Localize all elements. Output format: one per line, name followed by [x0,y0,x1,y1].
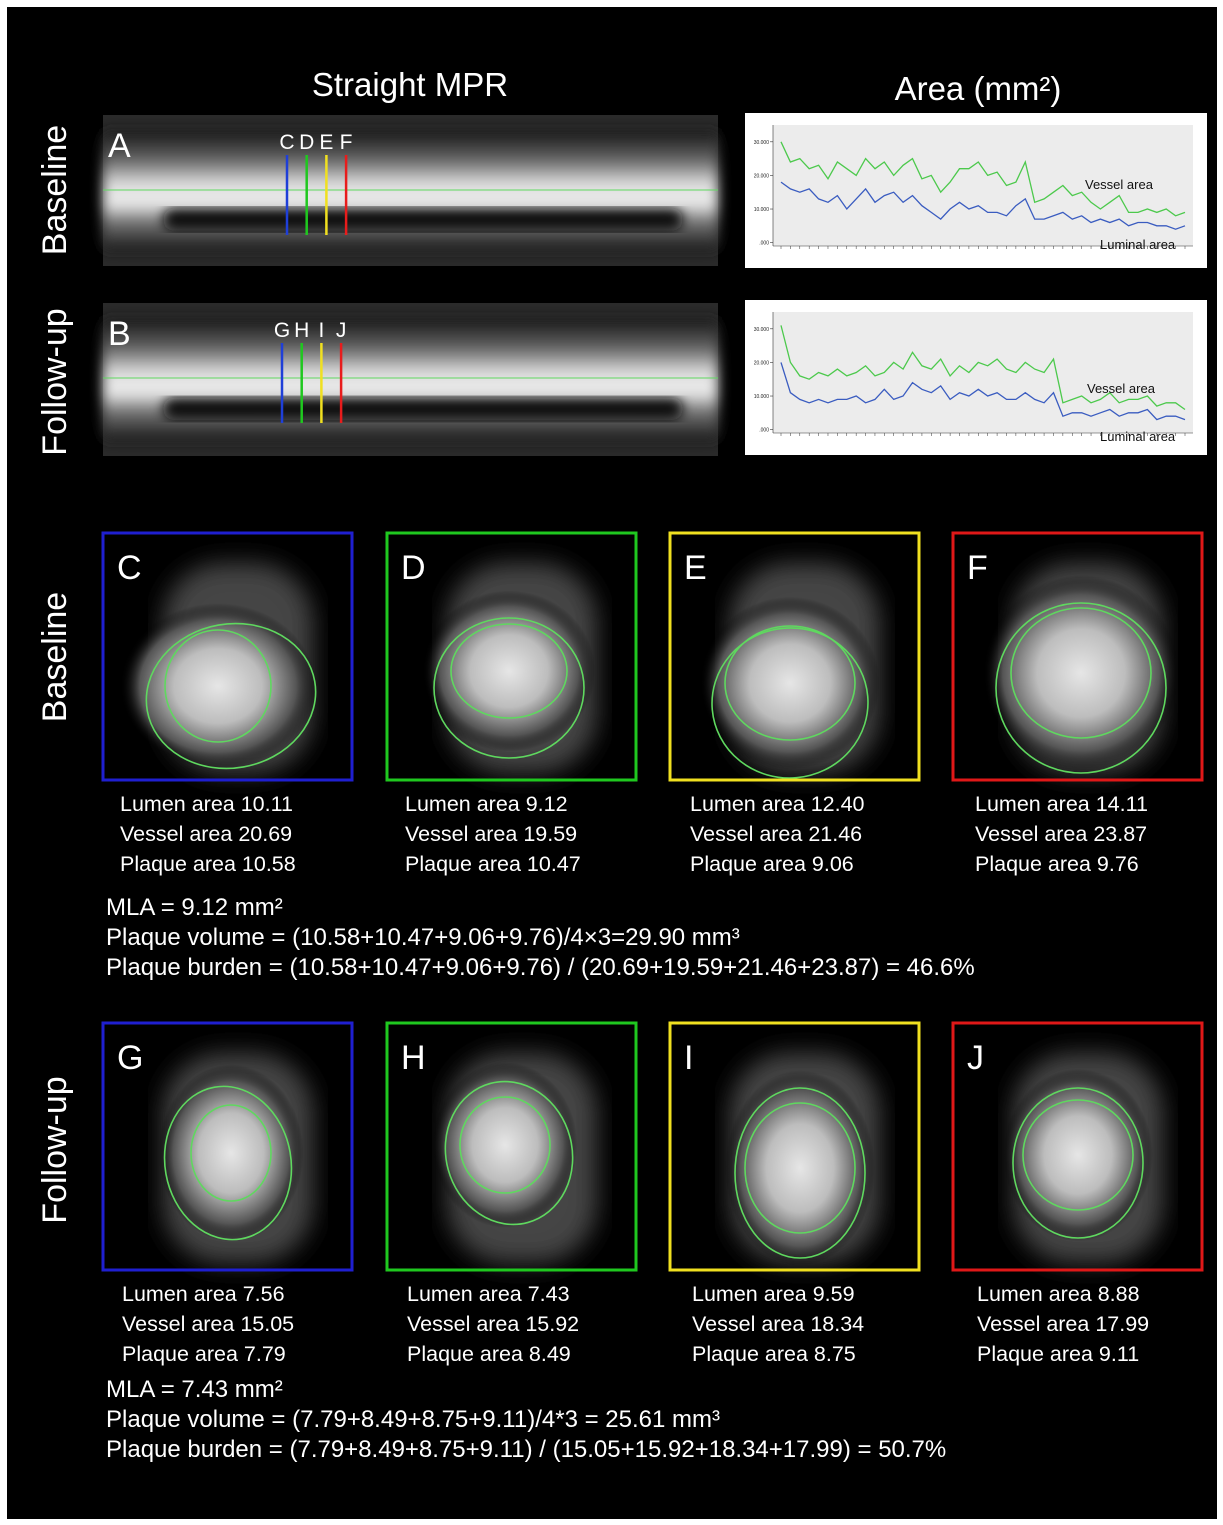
y-tick-label: 20.000 [754,360,770,366]
dark-lobe [163,209,683,231]
marker-label: I [318,319,324,342]
measurement: Plaque area 10.58 [120,852,296,876]
cross-section-image [1003,1053,1163,1263]
vessel-blob [433,1062,578,1228]
summary-line: Plaque volume = (10.58+10.47+9.06+9.76)/… [106,924,740,951]
measurement: Vessel area 15.92 [407,1312,579,1336]
vessel-blob [1003,1069,1153,1242]
row-label: Baseline [36,125,74,255]
measurement: Vessel area 23.87 [975,822,1147,846]
dark-lobe [163,398,683,420]
vessel-blob [725,1070,875,1266]
mpr-image [103,115,718,266]
panel-label: H [401,1039,426,1077]
panel-label: D [401,549,426,587]
figure: Straight MPR Area (mm²) Baseline Follow-… [0,0,1223,1525]
row-label: Baseline [36,592,74,722]
marker-label: J [336,319,347,342]
vessel-blob [423,591,596,752]
y-tick-label: 10.000 [754,207,770,213]
measurement: Plaque area 8.75 [692,1342,856,1366]
marker-label: D [299,131,314,154]
mpr-image [103,303,718,456]
series-annotation: Vessel area [1087,381,1156,396]
panel-label: F [967,549,988,587]
marker-label: G [274,319,290,342]
measurement: Lumen area 7.43 [407,1282,570,1306]
measurement: Vessel area 15.05 [122,1312,294,1336]
measurement: Lumen area 14.11 [975,792,1148,816]
row-label: Follow-up [36,308,74,455]
panel-label: E [684,549,707,587]
measurement: Vessel area 19.59 [405,822,577,846]
measurement: Vessel area 17.99 [977,1312,1149,1336]
measurement: Lumen area 9.12 [405,792,568,816]
page: { "column_titles": ["Straight MPR", "Are… [0,0,1223,1525]
summary-line: Plaque burden = (7.79+8.49+8.75+9.11) / … [106,1436,946,1463]
plot-area [773,312,1193,433]
vessel-band [103,318,718,441]
cross-section-image [430,1053,597,1263]
mpr-label: A [108,127,131,165]
y-tick-label: 20.000 [754,173,770,179]
measurement: Plaque area 9.76 [975,852,1139,876]
panel-label: I [684,1039,693,1077]
y-tick-label: 30.000 [754,140,770,146]
measurement: Plaque area 10.47 [405,852,581,876]
measurement: Lumen area 9.59 [692,1282,855,1306]
marker-label: H [294,319,309,342]
y-tick-label: 10.000 [754,394,770,400]
measurement: Lumen area 7.56 [122,1282,285,1306]
measurement: Plaque area 7.79 [122,1342,286,1366]
summary-line: Plaque burden = (10.58+10.47+9.06+9.76) … [106,954,975,981]
measurement: Plaque area 8.49 [407,1342,571,1366]
vessel-blob [159,1064,304,1241]
summary-line: MLA = 9.12 mm² [106,894,283,921]
measurement: Lumen area 8.88 [977,1282,1140,1306]
panel-label: J [967,1039,984,1077]
measurement: Vessel area 18.34 [692,1312,864,1336]
vessel-blob [983,575,1179,771]
measurement: Lumen area 12.40 [690,792,865,816]
y-tick-label: .000 [759,241,769,247]
series-annotation: Luminal area [1100,429,1176,444]
measurement: Vessel area 21.46 [690,822,862,846]
cross-section-image [725,1053,880,1266]
vessel-blob [120,603,316,769]
measurement: Plaque area 9.06 [690,852,854,876]
y-tick-label: 30.000 [754,327,770,333]
column-title: Area (mm²) [895,70,1062,107]
column-title: Straight MPR [312,66,508,103]
vessel-blob [700,597,879,770]
marker-label: C [279,131,294,154]
measurement: Lumen area 10.11 [120,792,293,816]
measurement: Plaque area 9.11 [977,1342,1139,1366]
series-annotation: Vessel area [1085,177,1154,192]
panel-label: C [117,549,142,587]
measurement: Vessel area 20.69 [120,822,292,846]
marker-label: E [319,131,333,154]
series-annotation: Luminal area [1100,237,1176,252]
y-tick-label: .000 [759,428,769,434]
summary-line: MLA = 7.43 mm² [106,1376,283,1403]
mpr-label: B [108,315,131,353]
summary-line: Plaque volume = (7.79+8.49+8.75+9.11)/4*… [106,1406,720,1433]
marker-label: F [340,131,353,154]
panel-label: G [117,1039,143,1077]
row-label: Follow-up [36,1076,74,1223]
cross-section-image [153,1053,313,1263]
